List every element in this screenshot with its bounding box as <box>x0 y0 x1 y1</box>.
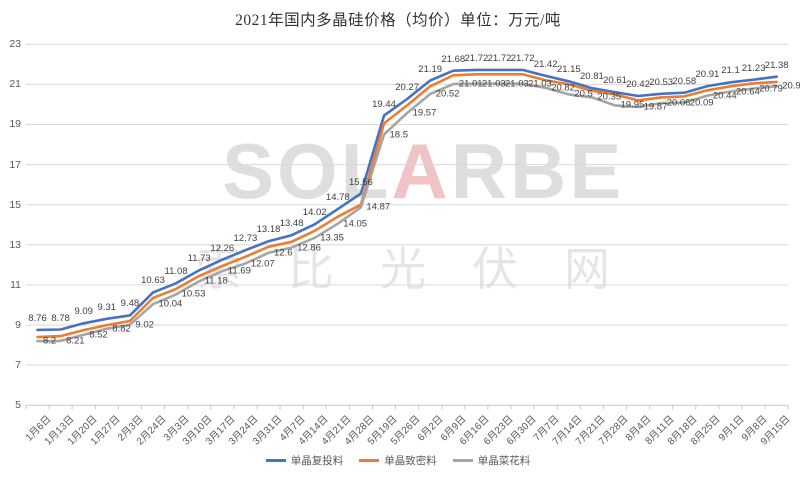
legend-swatch <box>452 459 473 462</box>
watermark-brand-accent: A <box>391 127 451 215</box>
watermark-cjk: 索比光伏网 <box>196 243 656 295</box>
series-line-单晶复投料 <box>36 68 779 332</box>
watermark-brand: SOLARBE <box>222 126 624 217</box>
legend-label: 单晶致密料 <box>384 455 437 467</box>
chart-title: 2021年国内多晶硅价格（均价）单位：万元/吨 <box>235 12 561 29</box>
legend-item-单晶致密料: 单晶致密料 <box>359 453 437 468</box>
legend: 单晶复投料 单晶致密料 单晶菜花料 <box>0 453 796 468</box>
legend-label: 单晶复投料 <box>290 455 344 467</box>
legend-swatch <box>265 459 286 462</box>
watermark-brand-post: RBE <box>450 127 625 215</box>
legend-swatch <box>359 459 380 462</box>
watermark-brand-pre: SOL <box>222 127 392 215</box>
series-line-单晶致密料 <box>36 73 779 339</box>
legend-label: 单晶菜花料 <box>477 455 531 467</box>
series-line-单晶菜花料 <box>36 82 779 343</box>
legend-item-单晶菜花料: 单晶菜花料 <box>452 453 531 468</box>
legend-item-单晶复投料: 单晶复投料 <box>265 453 344 468</box>
